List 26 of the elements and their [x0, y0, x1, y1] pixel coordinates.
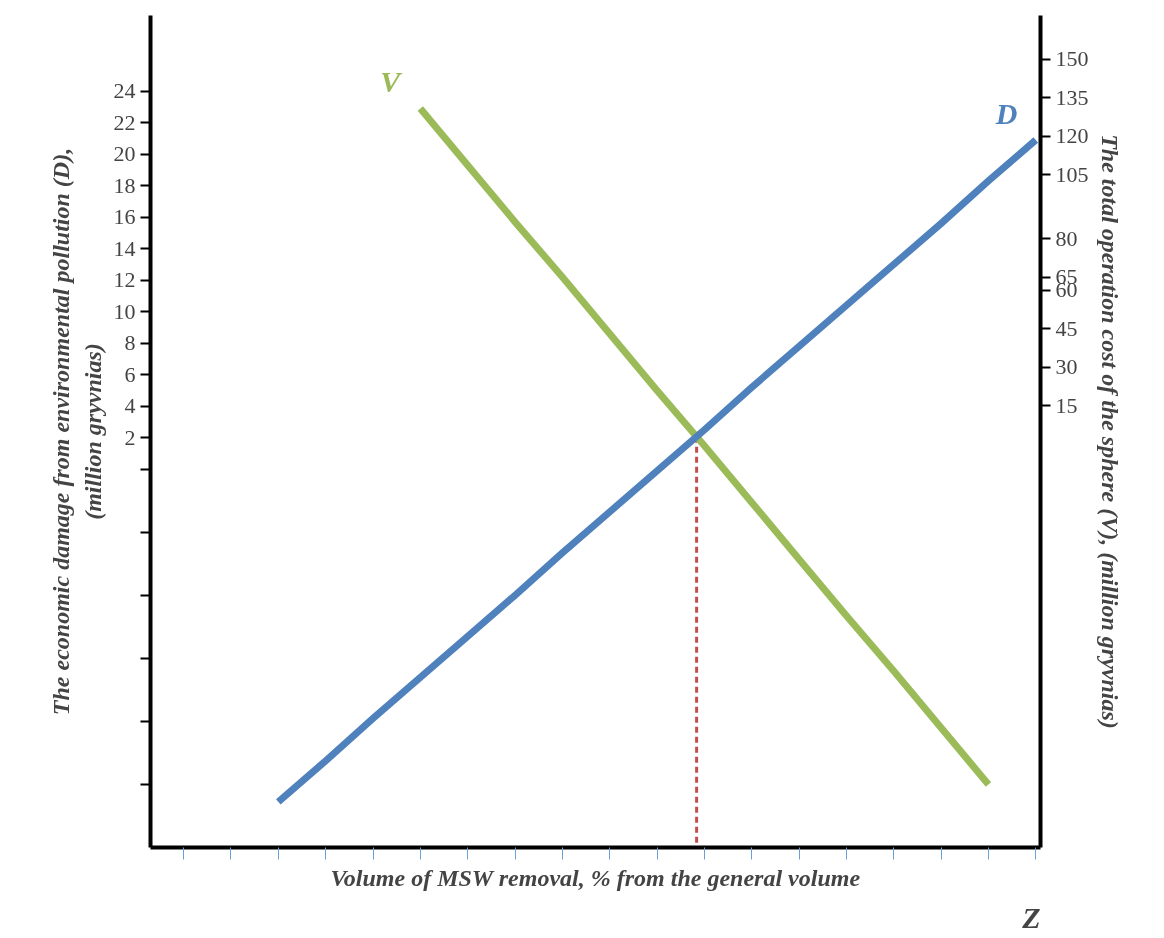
y2-tick-label: 30	[1055, 354, 1078, 380]
y-tick-label: 24	[113, 78, 136, 104]
y2-tick-label: 15	[1055, 392, 1078, 418]
y-tick-label: 10	[113, 298, 136, 324]
y-tick-label: 20	[113, 141, 136, 167]
y-axis-title: The economic damage from environmental pollution (D), (million gryvnias)	[48, 147, 106, 716]
y2-tick-label: 150	[1055, 46, 1089, 72]
y-tick-label: 14	[113, 235, 136, 261]
y-tick-label: 6	[124, 361, 136, 387]
y-tick-label: 18	[113, 172, 136, 198]
series-label: V	[380, 65, 404, 99]
y2-tick-label: 120	[1055, 123, 1089, 149]
y-tick-label: 12	[113, 267, 136, 293]
y-tick-label: 16	[113, 204, 136, 230]
y2-tick-label: 45	[1055, 315, 1078, 341]
y-tick-label: 4	[124, 393, 136, 419]
y2-tick-label: 80	[1055, 225, 1078, 251]
y-tick-label: 22	[113, 109, 136, 135]
y2-tick-label: 135	[1055, 84, 1089, 110]
y-tick-label: 2	[124, 424, 136, 450]
series-label: D	[994, 96, 1018, 130]
text: Z	[1021, 900, 1041, 934]
y2-axis-title: The total operation cost of the sphere (V), (million gryvnias)	[1096, 134, 1123, 729]
y-tick-label: 8	[124, 330, 136, 356]
y2-tick-label: 105	[1055, 161, 1089, 187]
x-axis-title: Volume of MSW removal, % from the general volume	[330, 864, 861, 891]
